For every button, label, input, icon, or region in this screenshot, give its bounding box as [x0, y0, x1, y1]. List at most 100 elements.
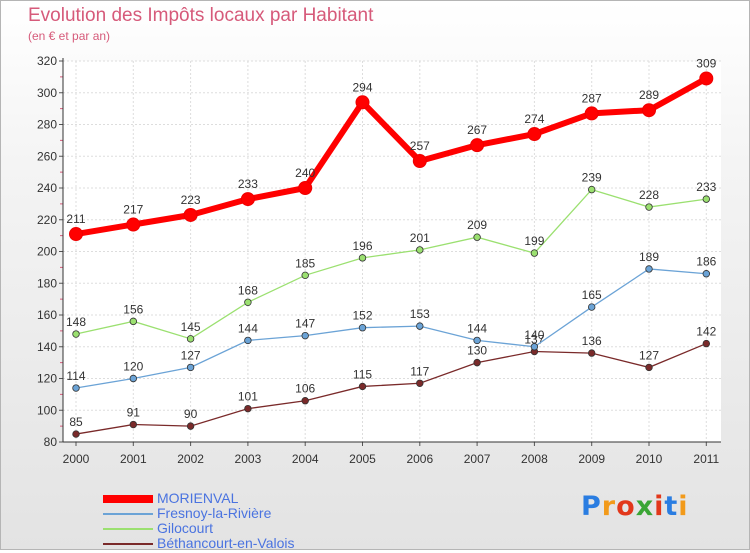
- data-point-fresnoy-la-riviere: [129, 374, 137, 383]
- data-point-fresnoy-la-riviere: [702, 270, 710, 278]
- data-label-fresnoy-la-riviere: 186: [696, 255, 716, 269]
- data-point-fresnoy-la-riviere: [473, 336, 481, 345]
- data-label-bethancourt-en-valois: 127: [639, 348, 659, 362]
- series-line-bethancourt-en-valois: [75, 342, 707, 435]
- data-point-bethancourt-en-valois: [358, 382, 367, 391]
- y-tick-label: 220: [37, 213, 57, 227]
- data-label-morienval: 294: [352, 80, 372, 94]
- data-label-gilocourt: 168: [238, 283, 258, 297]
- y-tick-label: 300: [37, 86, 57, 100]
- data-label-morienval: 287: [582, 91, 602, 105]
- data-point-gilocourt: [244, 298, 252, 306]
- data-point-morienval: [527, 127, 542, 142]
- data-point-bethancourt-en-valois: [588, 349, 596, 357]
- data-point-fresnoy-la-riviere: [72, 384, 80, 392]
- legend-label: Fresnoy-la-Rivière: [157, 505, 272, 521]
- data-label-bethancourt-en-valois: 115: [353, 367, 372, 381]
- x-tick-label: 2004: [292, 452, 319, 466]
- data-label-gilocourt: 233: [696, 180, 716, 194]
- data-point-morienval: [298, 181, 313, 195]
- data-point-gilocourt: [301, 271, 309, 280]
- x-tick-label: 2010: [636, 452, 663, 466]
- x-tick-label: 2008: [521, 452, 548, 466]
- data-label-gilocourt: 148: [66, 315, 86, 329]
- series-line-gilocourt: [75, 188, 707, 340]
- data-point-gilocourt: [358, 254, 367, 262]
- data-label-gilocourt: 185: [295, 256, 315, 270]
- logo-letter: r: [601, 491, 617, 522]
- data-point-bethancourt-en-valois: [645, 363, 653, 372]
- data-label-morienval: 274: [524, 112, 544, 126]
- data-label-morienval: 240: [295, 166, 315, 180]
- data-label-morienval: 217: [123, 203, 143, 217]
- data-point-morienval: [126, 217, 141, 232]
- proxiti-logo: Proxiti: [581, 491, 689, 522]
- series-line-fresnoy-la-riviere: [75, 268, 707, 389]
- data-point-morienval: [240, 192, 255, 207]
- logo-letter: o: [616, 491, 636, 522]
- x-tick-label: 2005: [349, 452, 376, 466]
- data-point-morienval: [412, 154, 427, 169]
- data-label-bethancourt-en-valois: 142: [696, 325, 716, 339]
- data-label-bethancourt-en-valois: 101: [238, 390, 258, 404]
- logo-letter: x: [635, 491, 655, 522]
- data-label-bethancourt-en-valois: 117: [410, 364, 429, 378]
- data-label-gilocourt: 228: [639, 188, 659, 202]
- data-label-bethancourt-en-valois: 130: [467, 344, 487, 358]
- data-point-morienval: [699, 71, 714, 86]
- data-label-gilocourt: 196: [352, 239, 372, 253]
- data-point-morienval: [69, 227, 83, 242]
- data-label-morienval: 267: [467, 123, 487, 137]
- data-label-fresnoy-la-riviere: 189: [639, 250, 659, 264]
- x-tick-label: 2011: [693, 452, 719, 466]
- data-point-morienval: [355, 95, 370, 110]
- data-point-gilocourt: [129, 317, 137, 326]
- data-label-bethancourt-en-valois: 91: [127, 406, 141, 420]
- data-point-gilocourt: [416, 246, 424, 254]
- data-label-fresnoy-la-riviere: 140: [524, 328, 544, 342]
- x-tick-label: 2001: [120, 452, 147, 466]
- data-point-fresnoy-la-riviere: [530, 343, 539, 351]
- data-label-bethancourt-en-valois: 136: [582, 334, 602, 348]
- data-point-gilocourt: [530, 249, 539, 257]
- data-point-bethancourt-en-valois: [72, 430, 80, 438]
- data-point-fresnoy-la-riviere: [186, 363, 195, 372]
- data-label-fresnoy-la-riviere: 153: [410, 307, 430, 321]
- data-point-fresnoy-la-riviere: [416, 322, 424, 330]
- x-tick-label: 2002: [177, 452, 204, 466]
- data-point-fresnoy-la-riviere: [645, 265, 653, 273]
- data-label-gilocourt: 209: [467, 218, 487, 232]
- logo-letter: t: [664, 491, 679, 522]
- data-point-fresnoy-la-riviere: [301, 331, 309, 340]
- x-tick-label: 2003: [235, 452, 262, 466]
- data-label-fresnoy-la-riviere: 114: [66, 369, 85, 383]
- data-point-fresnoy-la-riviere: [244, 336, 252, 345]
- y-tick-label: 80: [44, 435, 58, 449]
- data-point-gilocourt: [72, 330, 80, 338]
- y-tick-label: 320: [37, 54, 57, 68]
- data-label-bethancourt-en-valois: 106: [295, 382, 315, 396]
- x-tick-label: 2000: [63, 452, 90, 466]
- data-label-gilocourt: 145: [181, 320, 201, 334]
- legend-swatch: [103, 528, 153, 530]
- legend-swatch: [103, 495, 153, 503]
- data-point-bethancourt-en-valois: [186, 422, 195, 430]
- chart-subtitle: (en € et par an): [28, 29, 111, 43]
- data-point-bethancourt-en-valois: [473, 358, 481, 367]
- data-point-morienval: [642, 103, 656, 118]
- legend-label: Gilocourt: [157, 520, 214, 536]
- data-point-morienval: [584, 106, 599, 121]
- data-label-fresnoy-la-riviere: 144: [467, 321, 487, 335]
- y-tick-label: 280: [37, 118, 57, 132]
- data-label-bethancourt-en-valois: 90: [184, 407, 198, 421]
- data-point-gilocourt: [588, 185, 596, 194]
- data-label-gilocourt: 199: [524, 234, 544, 248]
- data-point-fresnoy-la-riviere: [358, 324, 367, 332]
- data-point-gilocourt: [645, 203, 653, 211]
- data-label-gilocourt: 201: [410, 231, 430, 245]
- legend-swatch: [103, 543, 153, 545]
- data-point-fresnoy-la-riviere: [588, 303, 596, 311]
- y-tick-label: 180: [37, 276, 57, 290]
- y-tick-label: 240: [37, 181, 57, 195]
